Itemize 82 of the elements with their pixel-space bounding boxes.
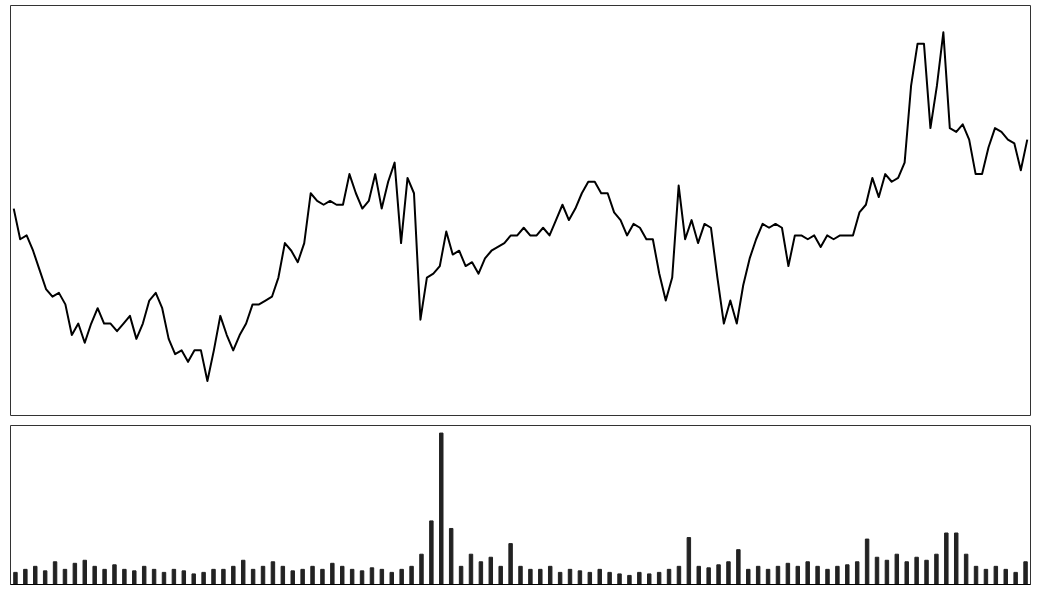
- bar: [82, 559, 87, 585]
- bar: [508, 543, 513, 585]
- bar: [310, 565, 315, 585]
- bar: [656, 571, 662, 585]
- bar: [914, 556, 919, 585]
- bar: [399, 568, 404, 585]
- bar: [637, 571, 642, 585]
- bar: [785, 562, 791, 585]
- bar: [954, 532, 959, 585]
- bar: [379, 568, 385, 585]
- bar: [577, 570, 583, 585]
- bar: [647, 573, 652, 585]
- bar: [132, 570, 137, 585]
- bar: [1013, 571, 1018, 585]
- bar: [528, 568, 533, 585]
- bar: [795, 565, 801, 585]
- bar: [320, 568, 325, 585]
- bar: [805, 561, 810, 585]
- bar: [409, 565, 414, 585]
- bar: [250, 568, 256, 585]
- bar: [141, 565, 147, 585]
- bar: [597, 568, 602, 585]
- bar: [429, 520, 434, 585]
- bar: [300, 568, 305, 585]
- bar: [538, 568, 543, 585]
- bar: [33, 565, 38, 585]
- bar: [924, 559, 929, 585]
- bar: [825, 568, 830, 585]
- bar: [240, 559, 246, 585]
- bar: [854, 561, 860, 585]
- bar: [122, 568, 127, 585]
- bar: [1023, 561, 1028, 585]
- bar: [864, 538, 870, 585]
- bar: [587, 571, 593, 585]
- bar: [1003, 568, 1008, 585]
- bar: [696, 565, 701, 585]
- bar: [736, 549, 741, 585]
- bar: [518, 565, 523, 585]
- bar: [221, 568, 226, 585]
- bar: [280, 565, 286, 585]
- bar: [726, 561, 731, 585]
- bar: [894, 553, 900, 585]
- bar: [102, 568, 107, 585]
- bar: [755, 565, 761, 585]
- bar: [944, 532, 949, 585]
- bar: [448, 527, 454, 585]
- bar: [231, 565, 236, 585]
- bar: [389, 571, 394, 585]
- bar: [349, 568, 355, 585]
- bar: [815, 565, 820, 585]
- bar: [359, 570, 365, 585]
- bar: [201, 571, 206, 585]
- bar: [706, 567, 711, 585]
- bar: [92, 565, 97, 585]
- bar: [617, 573, 622, 585]
- bar: [340, 565, 345, 585]
- bar: [993, 565, 999, 585]
- bar: [746, 568, 751, 585]
- bar: [330, 562, 335, 585]
- bar: [686, 537, 692, 585]
- bar: [211, 568, 216, 585]
- bar: [627, 574, 632, 585]
- bar: [963, 553, 969, 585]
- bar: [13, 571, 18, 585]
- bar: [488, 556, 494, 585]
- bar: [845, 564, 850, 585]
- bar: [191, 573, 196, 585]
- bar: [290, 570, 295, 585]
- bar: [419, 553, 424, 585]
- bar: [181, 570, 187, 585]
- bar: [112, 564, 117, 585]
- bar: [904, 561, 909, 585]
- bar: [547, 565, 553, 585]
- bar: [835, 565, 840, 585]
- bar: [42, 570, 48, 585]
- bar: [934, 553, 939, 585]
- bar: [23, 568, 28, 585]
- bar: [72, 562, 78, 585]
- bar: [716, 564, 721, 585]
- bar: [498, 565, 503, 585]
- bar: [439, 432, 444, 585]
- bar: [607, 571, 612, 585]
